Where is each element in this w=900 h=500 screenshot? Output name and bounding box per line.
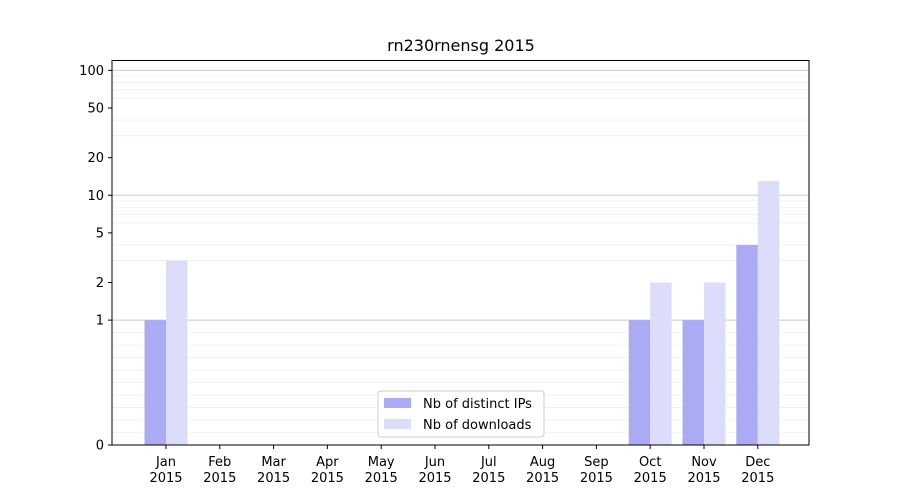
x-tick-label: Sep 2015 — [580, 455, 613, 486]
bar-distinct-ips — [682, 320, 704, 445]
x-tick-label: Dec 2015 — [741, 455, 774, 486]
bars — [144, 181, 780, 445]
legend-label: Nb of distinct IPs — [423, 397, 532, 412]
x-tick-label: May 2015 — [365, 455, 398, 486]
x-tick-label: Mar 2015 — [257, 455, 290, 486]
x-axis: Jan 2015 Feb 2015 Mar 2015 Apr 2015 May 2015 Jun 20… — [149, 445, 774, 486]
x-tick-label: Apr 2015 — [311, 455, 344, 486]
y-tick-label: 20 — [87, 151, 104, 166]
legend-box — [377, 390, 545, 438]
x-tick-label: Nov 2015 — [687, 455, 720, 486]
grid — [112, 69, 809, 433]
y-tick-label: 2 — [96, 276, 104, 291]
y-tick-label: 50 — [87, 101, 104, 116]
plot-frame — [111, 60, 810, 446]
y-axis: 0 1 2 5 10 20 50 100 — [79, 64, 112, 454]
bar-distinct-ips — [144, 320, 166, 445]
x-tick-label: Jan 2015 — [149, 455, 182, 486]
bar-distinct-ips — [628, 320, 651, 445]
y-tick-label: 1 — [96, 314, 104, 329]
y-tick-label: 100 — [79, 64, 104, 79]
y-tick-label: 0 — [96, 439, 104, 454]
legend: Nb of distinct IPs Nb of downloads — [377, 390, 545, 438]
y-tick-label: 5 — [96, 226, 104, 241]
bar-distinct-ips — [736, 244, 758, 445]
bar-downloads — [166, 260, 188, 445]
x-tick-label: Jun 2015 — [418, 455, 451, 486]
legend-swatch — [384, 419, 411, 429]
chart-title: rn230rnensg 2015 — [387, 36, 535, 55]
bar-downloads — [704, 282, 726, 445]
bar-downloads — [650, 282, 672, 445]
y-tick-label: 10 — [87, 189, 104, 204]
legend-label: Nb of downloads — [423, 418, 532, 433]
legend-swatch — [384, 398, 411, 408]
x-tick-label: Jul 2015 — [472, 455, 505, 486]
x-tick-label: Aug 2015 — [526, 455, 559, 486]
x-tick-label: Feb 2015 — [203, 455, 236, 486]
x-tick-label: Oct 2015 — [634, 455, 667, 486]
bar-downloads — [757, 181, 780, 445]
